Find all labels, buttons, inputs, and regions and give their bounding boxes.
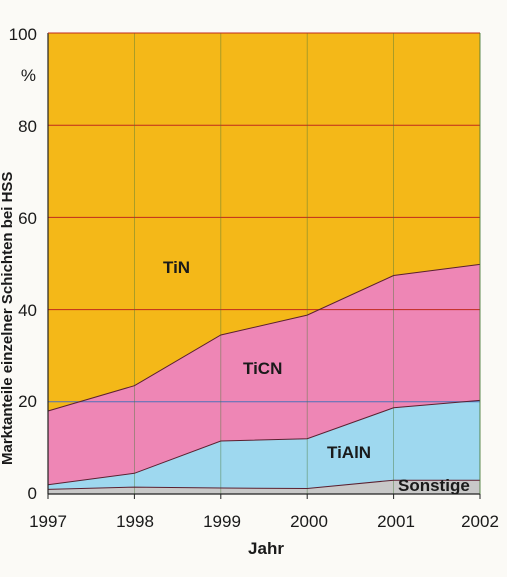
y-tick-label: 0	[28, 484, 37, 503]
y-tick-label: 80	[18, 117, 37, 136]
boundary-ticn	[47, 263, 481, 412]
y-tick-label: 40	[18, 301, 37, 320]
area-layers	[48, 33, 480, 494]
y-unit-label: %	[21, 66, 36, 85]
y-tick-labels: 0 20 40 60 80 100	[9, 25, 37, 503]
x-tick-label: 1998	[116, 512, 154, 531]
boundary-sonstige	[47, 479, 480, 490]
area-sonstige	[48, 480, 480, 494]
area-tin	[48, 33, 480, 411]
axes	[47, 32, 481, 499]
boundary-tialn	[47, 399, 481, 486]
area-ticn	[48, 264, 480, 485]
x-tick-label: 1999	[203, 512, 241, 531]
y-axis-title: Marktanteile einzelner Schichten bei HSS	[0, 172, 16, 465]
x-tick-label: 1997	[29, 512, 67, 531]
series-label-sonstige: Sonstige	[398, 476, 470, 495]
area-boundaries	[47, 263, 481, 490]
y-tick-label: 60	[18, 209, 37, 228]
x-tick-label: 2002	[461, 512, 499, 531]
x-axis-title: Jahr	[248, 539, 284, 558]
area-tialn	[48, 400, 480, 490]
series-label-tin: TiN	[163, 258, 190, 277]
y-tick-label: 20	[18, 392, 37, 411]
x-tick-labels: 1997 1998 1999 2000 2001 2002	[29, 512, 499, 531]
x-tick-label: 2001	[377, 512, 415, 531]
series-label-ticn: TiCN	[243, 359, 282, 378]
y-tick-label: 100	[9, 25, 37, 44]
series-label-tialn: TiAlN	[327, 443, 371, 462]
x-tick-label: 2000	[290, 512, 328, 531]
